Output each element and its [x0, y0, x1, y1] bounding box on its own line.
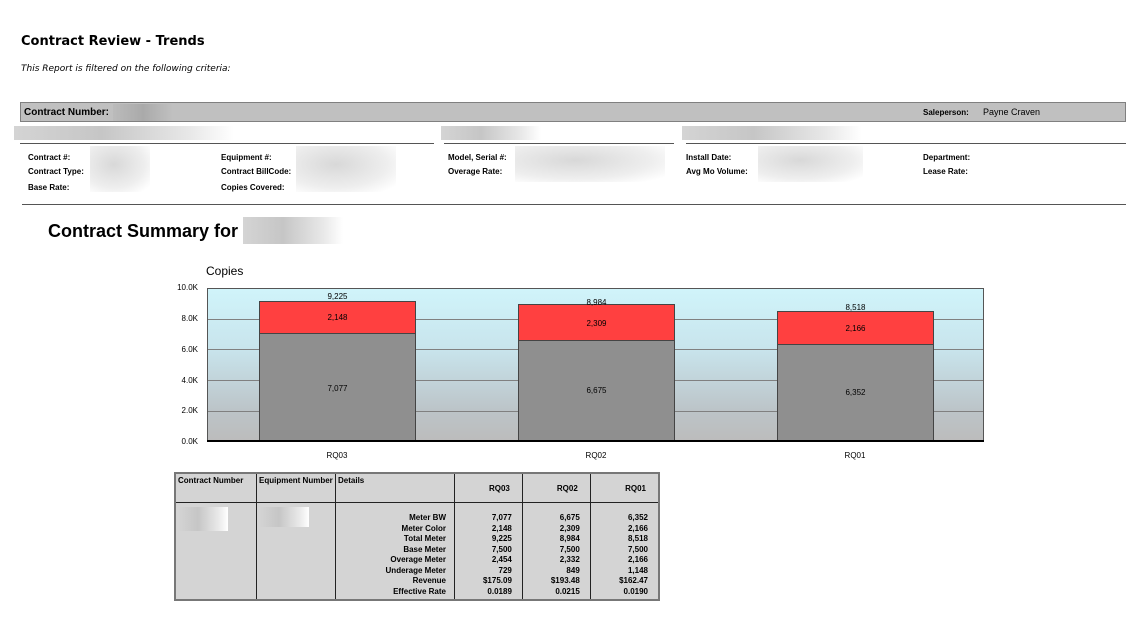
redacted-values — [90, 146, 150, 192]
detail-col-2: Equipment #: Contract BillCode: Copies C… — [221, 151, 291, 195]
report-title: Contract Review - Trends — [21, 34, 205, 49]
detail-col-3: Model, Serial #: Overage Rate: — [448, 151, 507, 179]
lease-rate-label: Lease Rate: — [923, 167, 968, 176]
rq03-values: 7,077 2,148 9,225 7,500 2,454 729 $175.09 0.… — [454, 502, 523, 601]
table-row: Meter BW Meter Color Total Meter Base Me… — [174, 502, 660, 601]
bar-value-label: 2,166 — [845, 324, 866, 333]
col-header-contract-number: Contract Number — [174, 472, 257, 503]
bar-total-label: 8,518 — [845, 303, 866, 312]
contract-type-label: Contract Type: — [28, 167, 84, 176]
redacted-location — [682, 126, 862, 140]
bar-rq01-color: 8,518 2,166 — [777, 303, 934, 345]
y-tick: 2.0K — [181, 406, 198, 415]
rq02-values: 6,675 2,309 8,984 7,500 2,332 849 $193.48 0.… — [521, 502, 591, 601]
overage-rate-label: Overage Rate: — [448, 167, 503, 176]
bar-value-label: 2,148 — [327, 313, 348, 322]
bar-value-label: 7,077 — [327, 384, 348, 393]
contract-header-bar: Contract Number: Saleperson: Payne Crave… — [20, 102, 1126, 122]
col-header-details: Details — [335, 472, 455, 503]
detail-col-5: Department: Lease Rate: — [923, 151, 970, 179]
rq01-values: 6,352 2,166 8,518 7,500 2,166 1,148 $162.47… — [589, 502, 660, 601]
col-header-equipment-number: Equipment Number — [256, 472, 336, 503]
salesperson-label: Saleperson: — [923, 108, 969, 117]
y-tick: 10.0K — [177, 283, 198, 292]
install-date-label: Install Date: — [686, 153, 732, 162]
bar-rq03-color: 9,225 2,148 — [259, 292, 416, 334]
x-tick: RQ01 — [844, 451, 866, 460]
redacted-values — [296, 146, 396, 192]
redacted-customer — [14, 126, 234, 140]
divider — [20, 143, 434, 144]
col-header-rq01: RQ01 — [589, 472, 660, 503]
base-rate-label: Base Rate: — [28, 183, 70, 192]
contract-summary-heading: Contract Summary for — [48, 221, 239, 241]
filter-note: This Report is filtered on the following… — [21, 64, 231, 74]
detail-col-4: Install Date: Avg Mo Volume: — [686, 151, 748, 179]
detail-col-1: Contract #: Contract Type: Base Rate: — [28, 151, 84, 195]
bar-value-label: 6,675 — [586, 386, 607, 395]
contract-billcode-label: Contract BillCode: — [221, 167, 292, 176]
divider — [22, 204, 1126, 205]
redacted-values — [515, 146, 665, 182]
equipment-num-label: Equipment #: — [221, 153, 272, 162]
redacted-summary-name — [243, 217, 343, 244]
col-header-rq02: RQ02 — [521, 472, 591, 503]
redacted-values — [758, 146, 863, 182]
chart-title: Copies — [206, 264, 244, 278]
col-header-rq03: RQ03 — [454, 472, 523, 503]
bar-rq01-bw: 6,352 — [777, 344, 934, 442]
bar-value-label: 2,309 — [586, 319, 607, 328]
y-tick: 0.0K — [181, 437, 198, 446]
x-axis — [207, 440, 984, 442]
department-label: Department: — [923, 153, 971, 162]
contract-number-cell — [174, 502, 257, 601]
x-tick: RQ03 — [326, 451, 348, 460]
redacted-equipment — [441, 126, 541, 140]
bar-total-label: 9,225 — [327, 292, 348, 301]
copies-covered-label: Copies Covered: — [221, 183, 285, 192]
divider — [444, 143, 674, 144]
details-labels: Meter BW Meter Color Total Meter Base Me… — [335, 502, 455, 601]
y-tick: 4.0K — [181, 376, 198, 385]
salesperson-value: Payne Craven — [983, 107, 1041, 117]
chart-plot-area: 9,225 2,148 7,077 8,984 2,309 6,675 8,51… — [207, 288, 984, 442]
contract-num-label: Contract #: — [28, 153, 71, 162]
equipment-number-cell — [256, 502, 336, 601]
bar-rq02-bw: 6,675 — [518, 340, 675, 442]
bar-rq02-color: 8,984 2,309 — [518, 298, 675, 341]
redacted-contract-number — [113, 104, 173, 121]
bar-value-label: 6,352 — [845, 388, 866, 397]
y-tick: 8.0K — [181, 314, 198, 323]
x-tick: RQ02 — [585, 451, 607, 460]
y-tick: 6.0K — [181, 345, 198, 354]
bar-rq03-bw: 7,077 — [259, 333, 416, 442]
bar-total-label: 8,984 — [586, 298, 607, 307]
contract-number-label: Contract Number: — [24, 107, 110, 118]
divider — [686, 143, 1126, 144]
meter-table: Contract Number Equipment Number Details… — [174, 472, 660, 601]
model-serial-label: Model, Serial #: — [448, 153, 507, 162]
avg-mo-volume-label: Avg Mo Volume: — [686, 167, 748, 176]
